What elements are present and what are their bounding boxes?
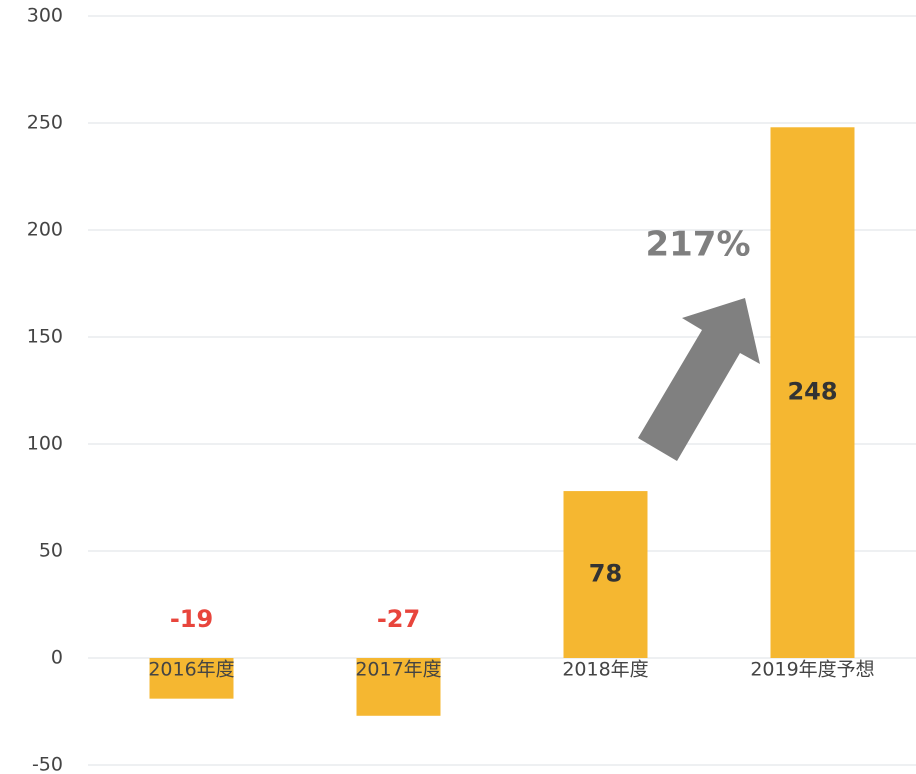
data-label: -27	[377, 605, 420, 633]
bar	[770, 127, 855, 658]
y-tick-label: 0	[51, 647, 63, 669]
data-label: -19	[170, 605, 213, 633]
y-tick-label: 200	[27, 219, 63, 241]
annotation: 217%	[645, 225, 750, 265]
y-tick-label: 250	[27, 112, 63, 134]
data-label: 248	[787, 378, 837, 406]
y-tick-label: -50	[32, 754, 63, 774]
y-tick-label: 50	[39, 540, 63, 562]
y-tick-label: 100	[27, 433, 63, 455]
bar	[356, 658, 441, 716]
bar	[149, 658, 234, 699]
x-tick-label: 2016年度	[148, 659, 234, 681]
x-tick-label: 2018年度	[562, 659, 648, 681]
y-tick-label: 150	[27, 326, 63, 348]
data-label: 78	[589, 560, 622, 588]
x-tick-label: 2017年度	[355, 659, 441, 681]
y-tick-label: 300	[27, 5, 63, 27]
bar	[563, 491, 648, 658]
x-tick-label: 2019年度予想	[750, 659, 874, 681]
growth-arrow	[638, 298, 760, 461]
